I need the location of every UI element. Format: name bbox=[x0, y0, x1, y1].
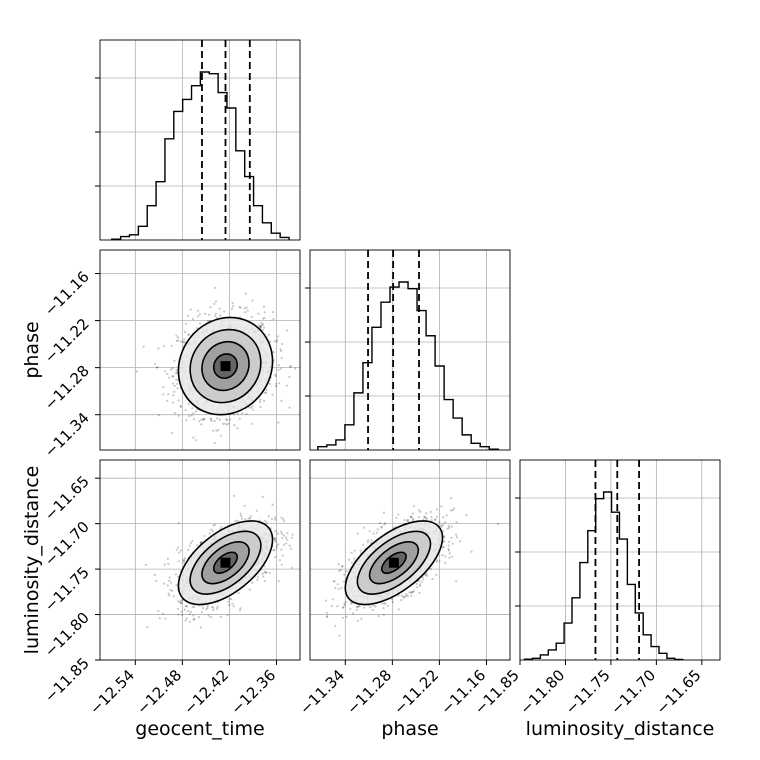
contour-line bbox=[201, 340, 250, 392]
scatter-panel-luminosity_distance-vs-geocent_time bbox=[99, 459, 301, 661]
x-tick-label: −12.54 bbox=[86, 666, 138, 718]
histogram-luminosity_distance bbox=[523, 491, 684, 661]
x-tick-label: −12.42 bbox=[180, 666, 232, 718]
y-tick-label: −11.34 bbox=[41, 409, 93, 461]
x-tick-label: −11.34 bbox=[296, 666, 348, 718]
hist-panel-luminosity_distance bbox=[515, 459, 721, 661]
y-tick-label: −11.80 bbox=[41, 609, 93, 661]
x-tick-label: −11.70 bbox=[607, 666, 659, 718]
x-axis-label-geocent_time: geocent_time bbox=[135, 718, 264, 740]
x-tick-label: −12.36 bbox=[227, 666, 279, 718]
histogram-geocent_time bbox=[111, 71, 290, 240]
hist-panel-phase bbox=[305, 249, 511, 451]
y-tick-label: −11.22 bbox=[41, 315, 93, 367]
contour-line bbox=[212, 551, 239, 574]
contour-line bbox=[189, 328, 262, 404]
x-tick-label: −11.80 bbox=[516, 666, 568, 718]
x-tick-label: −11.22 bbox=[390, 666, 442, 718]
histogram-phase bbox=[317, 281, 499, 450]
scatter-panel-luminosity_distance-vs-phase bbox=[309, 459, 511, 661]
x-axis-label-luminosity_distance: luminosity_distance bbox=[526, 718, 715, 740]
density-peak bbox=[220, 361, 231, 372]
panel-frame bbox=[99, 249, 301, 451]
contour-line bbox=[368, 541, 420, 585]
contour-line bbox=[201, 541, 250, 585]
y-tick-label: −11.85 bbox=[41, 654, 93, 706]
y-axis-label-luminosity_distance: luminosity_distance bbox=[21, 466, 43, 655]
contour-line bbox=[380, 551, 407, 574]
panel-frame bbox=[519, 459, 721, 661]
contour-line bbox=[356, 530, 432, 595]
panel-frame bbox=[99, 459, 301, 661]
x-tick-label: −11.65 bbox=[653, 666, 705, 718]
contour-line bbox=[189, 530, 262, 595]
hist-panel-geocent_time bbox=[95, 39, 301, 241]
contour-line bbox=[177, 520, 274, 606]
x-tick-label: −11.28 bbox=[343, 666, 395, 718]
panel-frame bbox=[99, 39, 301, 241]
scatter-panel-phase-vs-geocent_time bbox=[99, 249, 301, 451]
density-peak bbox=[388, 557, 399, 568]
contour-line bbox=[177, 316, 274, 416]
y-tick-label: −11.70 bbox=[41, 518, 93, 570]
panel-frame bbox=[309, 249, 511, 451]
x-tick-label: −12.48 bbox=[133, 666, 185, 718]
panel-frame bbox=[309, 459, 511, 661]
y-tick-label: −11.65 bbox=[41, 472, 93, 524]
y-axis-label-phase: phase bbox=[21, 321, 43, 378]
density-peak bbox=[220, 557, 231, 568]
contour-line bbox=[344, 520, 444, 606]
x-axis-label-phase: phase bbox=[381, 718, 438, 740]
y-tick-label: −11.75 bbox=[41, 563, 93, 615]
contour-line bbox=[212, 353, 239, 380]
x-tick-label: −11.75 bbox=[562, 666, 614, 718]
y-tick-label: −11.16 bbox=[41, 268, 93, 320]
y-tick-label: −11.28 bbox=[41, 362, 93, 414]
